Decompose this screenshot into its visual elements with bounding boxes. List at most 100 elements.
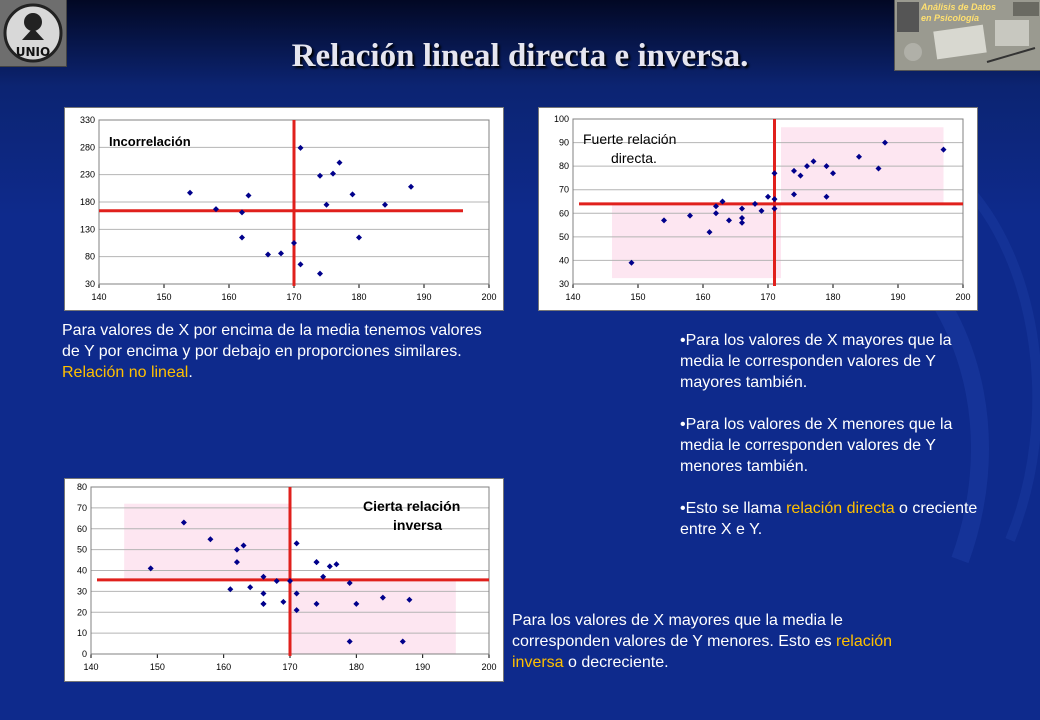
y-tick-label: 0	[82, 649, 87, 659]
data-point	[346, 580, 353, 587]
bullet-item: •Para los valores de X menores que la me…	[680, 416, 953, 475]
desk-picture-icon	[895, 0, 1040, 70]
data-point	[330, 170, 336, 177]
x-tick-label: 180	[351, 292, 366, 302]
data-point	[287, 577, 293, 584]
y-tick-label: 10	[77, 628, 87, 638]
data-point	[313, 600, 320, 607]
logo-caption: Análisis de Datos en Psicología	[921, 2, 997, 23]
x-tick-label: 140	[83, 662, 98, 672]
x-tick-label: 180	[349, 662, 364, 672]
y-tick-label: 50	[77, 545, 87, 555]
data-point	[213, 206, 219, 213]
y-tick-label: 130	[80, 224, 95, 234]
y-tick-label: 330	[80, 115, 95, 125]
data-point	[297, 261, 304, 268]
y-tick-label: 80	[85, 252, 95, 262]
x-tick-label: 150	[630, 292, 645, 302]
unio-logo-icon: UNIO	[3, 3, 63, 63]
data-point	[239, 234, 245, 241]
unio-logo: UNIO	[0, 0, 67, 67]
data-point	[719, 198, 726, 205]
data-point	[791, 191, 797, 198]
y-tick-label: 70	[77, 503, 87, 513]
x-tick-label: 190	[416, 292, 431, 302]
quadrant-region	[612, 203, 781, 279]
data-point	[804, 163, 810, 170]
chart-annotation: directa.	[611, 150, 657, 166]
x-tick-label: 170	[760, 292, 775, 302]
x-tick-label: 150	[150, 662, 165, 672]
chart-annotation: Fuerte relación	[583, 131, 676, 147]
data-point	[353, 600, 360, 607]
plot-area	[572, 118, 964, 285]
x-tick-label: 200	[481, 662, 496, 672]
y-tick-label: 60	[77, 524, 87, 534]
y-tick-label: 90	[559, 138, 569, 148]
data-point	[771, 196, 778, 203]
texto-no-lineal: Para valores de X por encima de la media…	[62, 322, 482, 381]
data-point	[293, 607, 300, 614]
y-tick-label: 70	[559, 185, 569, 195]
data-point	[739, 205, 745, 212]
data-point	[797, 172, 804, 179]
data-point	[260, 573, 267, 580]
data-point	[823, 193, 830, 200]
data-point	[882, 139, 888, 146]
y-tick-label: 80	[559, 161, 569, 171]
data-point	[810, 158, 817, 165]
data-point	[940, 146, 947, 153]
texto-relacion-directa: •Para los valores de X mayores que la me…	[680, 330, 980, 540]
data-point	[726, 217, 732, 224]
highlight-no-lineal: Relación no lineal	[62, 364, 189, 381]
y-tick-label: 30	[77, 586, 87, 596]
bullet-item: •Esto se llama relación directa o crecie…	[680, 500, 978, 538]
data-point	[628, 259, 635, 266]
data-point	[265, 251, 271, 258]
chart-annotation: Cierta relación	[363, 498, 460, 514]
data-point	[713, 210, 719, 217]
data-point	[239, 209, 245, 216]
chart-incorrelacion: 30 80 130 180 230 280 330 140 150 160 170 180 190 200…	[64, 107, 504, 311]
x-tick-label: 200	[481, 292, 496, 302]
y-tick-label: 40	[77, 566, 87, 576]
y-tick-label: 60	[559, 208, 569, 218]
y-tick-label: 100	[554, 114, 569, 124]
data-point	[346, 638, 353, 645]
data-point	[771, 170, 778, 177]
data-point	[687, 212, 693, 219]
data-point	[326, 563, 333, 570]
data-point	[323, 201, 330, 208]
data-point	[379, 594, 386, 601]
data-point	[661, 217, 667, 224]
x-tick-label: 190	[890, 292, 905, 302]
x-tick-label: 190	[415, 662, 430, 672]
data-point	[771, 205, 778, 212]
x-tick-label: 160	[695, 292, 710, 302]
data-point	[333, 561, 340, 568]
data-point	[317, 270, 323, 277]
data-point	[280, 598, 287, 605]
data-point	[293, 590, 300, 597]
data-point	[320, 573, 327, 580]
scatter-incorrelacion: 30 80 130 180 230 280 330 140 150 160 170 180 190 200…	[80, 115, 497, 302]
data-point	[758, 207, 765, 214]
chart-relacion-directa: 30 40 50 60 70 80 90 100 140 150 160 170 180 190 200 Fu…	[538, 107, 978, 311]
texto-relacion-inversa: Para los valores de X mayores que la med…	[512, 612, 893, 671]
data-point	[180, 519, 187, 526]
y-tick-label: 230	[80, 170, 95, 180]
scatter-relacion-directa: 30 40 50 60 70 80 90 100 140 150 160 170 180 190 200 Fu…	[554, 114, 971, 302]
data-point	[291, 240, 297, 246]
data-point	[765, 193, 771, 200]
bullet-item: •Para los valores de X mayores que la me…	[680, 332, 952, 391]
y-tick-label: 80	[77, 482, 87, 492]
data-point	[278, 250, 284, 257]
data-point	[240, 542, 247, 549]
data-point	[233, 559, 240, 566]
data-point	[856, 153, 862, 160]
analisis-datos-logo: Análisis de Datos en Psicología	[894, 0, 1040, 71]
highlight-relacion-directa: relación directa	[786, 500, 895, 517]
data-point	[399, 638, 406, 645]
data-point	[408, 183, 414, 190]
data-point	[823, 163, 830, 170]
